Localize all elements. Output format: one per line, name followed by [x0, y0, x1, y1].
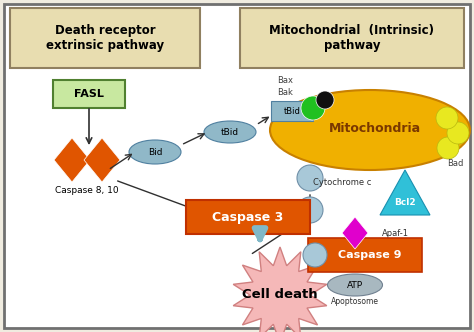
Text: Bad: Bad	[447, 158, 463, 168]
Text: Bak: Bak	[277, 88, 293, 97]
Text: Mitochondria: Mitochondria	[329, 122, 421, 134]
Text: Bid: Bid	[148, 147, 162, 156]
Text: Mitochondrial  (Intrinsic)
pathway: Mitochondrial (Intrinsic) pathway	[270, 24, 435, 52]
Circle shape	[316, 91, 334, 109]
Text: Cell death: Cell death	[242, 289, 318, 301]
Circle shape	[436, 107, 458, 129]
Circle shape	[297, 165, 323, 191]
Polygon shape	[54, 138, 90, 182]
Text: tBid: tBid	[221, 127, 239, 136]
Ellipse shape	[270, 90, 470, 170]
Text: Cytochrome c: Cytochrome c	[313, 178, 371, 187]
Text: Caspase 9: Caspase 9	[338, 250, 402, 260]
Circle shape	[297, 197, 323, 223]
FancyBboxPatch shape	[53, 80, 125, 108]
Text: ATP: ATP	[347, 281, 363, 290]
Text: Caspase 3: Caspase 3	[212, 210, 283, 223]
Circle shape	[447, 122, 469, 144]
Polygon shape	[84, 138, 120, 182]
FancyBboxPatch shape	[4, 4, 470, 328]
Text: Bcl2: Bcl2	[394, 198, 416, 207]
FancyBboxPatch shape	[240, 8, 464, 68]
Text: Death receptor
extrinsic pathway: Death receptor extrinsic pathway	[46, 24, 164, 52]
FancyBboxPatch shape	[271, 101, 313, 121]
FancyBboxPatch shape	[308, 238, 422, 272]
Ellipse shape	[129, 140, 181, 164]
Ellipse shape	[328, 274, 383, 296]
Ellipse shape	[204, 121, 256, 143]
Polygon shape	[342, 217, 368, 249]
Text: Bax: Bax	[277, 75, 293, 85]
Text: Apoptosome: Apoptosome	[331, 297, 379, 306]
Circle shape	[301, 96, 325, 120]
Circle shape	[303, 243, 327, 267]
Text: Apaf-1: Apaf-1	[382, 228, 409, 237]
Polygon shape	[380, 170, 430, 215]
Polygon shape	[233, 247, 327, 332]
FancyBboxPatch shape	[10, 8, 200, 68]
FancyBboxPatch shape	[186, 200, 310, 234]
Text: FASL: FASL	[74, 89, 104, 99]
Text: tBid: tBid	[283, 107, 301, 116]
Circle shape	[437, 137, 459, 159]
Text: Caspase 8, 10: Caspase 8, 10	[55, 186, 119, 195]
